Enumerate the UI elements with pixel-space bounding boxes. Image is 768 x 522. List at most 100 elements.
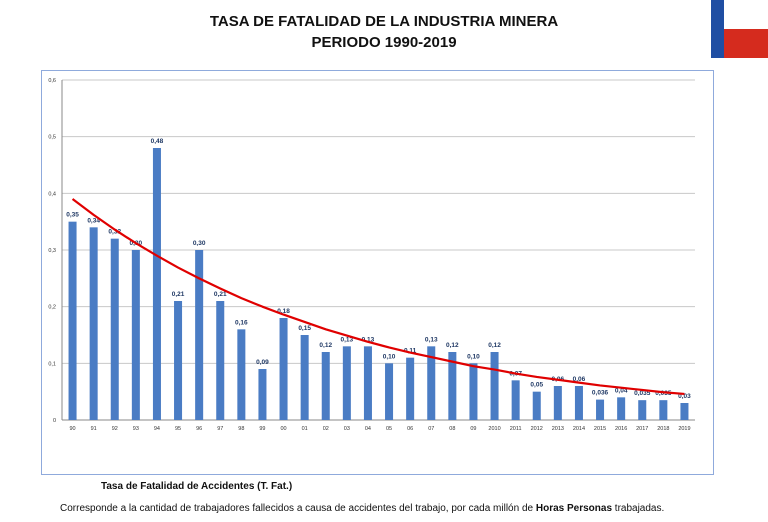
chart-subtitle: PERIODO 1990-2019 xyxy=(311,34,457,51)
bar-value-label: 0,035 xyxy=(634,390,651,397)
bar xyxy=(321,352,330,420)
x-tick-label: 02 xyxy=(323,426,329,432)
bar-value-label: 0,11 xyxy=(404,348,417,355)
bar-value-label: 0,30 xyxy=(193,240,206,247)
x-tick-label: 2016 xyxy=(615,426,627,432)
bar xyxy=(342,346,351,420)
x-tick-label: 94 xyxy=(154,426,160,432)
x-tick-label: 2018 xyxy=(657,426,669,432)
bar xyxy=(680,403,689,420)
x-tick-label: 2010 xyxy=(488,426,500,432)
x-tick-label: 99 xyxy=(259,426,265,432)
bar-value-label: 0,48 xyxy=(151,138,164,145)
bar xyxy=(68,221,77,420)
x-tick-label: 2013 xyxy=(552,426,564,432)
bar xyxy=(596,399,605,420)
bar xyxy=(89,227,98,420)
bar-value-label: 0,35 xyxy=(66,212,79,219)
bar-value-label: 0,13 xyxy=(362,336,375,343)
bar-value-label: 0,12 xyxy=(319,342,332,349)
x-tick-label: 98 xyxy=(238,426,244,432)
bar-value-label: 0,06 xyxy=(573,376,586,383)
x-tick-label: 05 xyxy=(386,426,392,432)
bar-value-label: 0,21 xyxy=(214,291,227,298)
bar xyxy=(490,352,499,420)
x-tick-label: 92 xyxy=(112,426,118,432)
footnote-text: Corresponde a la cantidad de trabajadore… xyxy=(60,503,536,514)
bar-value-label: 0,035 xyxy=(655,390,672,397)
x-tick-label: 95 xyxy=(175,426,181,432)
flag-red-band xyxy=(724,29,768,58)
bar xyxy=(300,335,309,420)
bar xyxy=(469,363,478,420)
x-tick-label: 90 xyxy=(69,426,75,432)
chart-frame xyxy=(41,70,714,475)
footnote: Corresponde a la cantidad de trabajadore… xyxy=(60,503,664,514)
bar-value-label: 0,04 xyxy=(615,387,628,394)
x-tick-label: 2014 xyxy=(573,426,585,432)
bar xyxy=(574,386,583,420)
bar xyxy=(511,380,520,420)
x-tick-label: 2019 xyxy=(678,426,690,432)
bar-value-label: 0,10 xyxy=(467,353,480,360)
bar xyxy=(258,369,267,420)
x-tick-label: 2017 xyxy=(636,426,648,432)
x-tick-label: 09 xyxy=(470,426,476,432)
x-tick-label: 07 xyxy=(428,426,434,432)
bar-value-label: 0,12 xyxy=(446,342,459,349)
bar-value-label: 0,32 xyxy=(108,229,121,236)
flag-blue-band xyxy=(711,0,724,58)
chile-flag xyxy=(711,0,768,58)
y-tick-label: 0,4 xyxy=(48,191,56,197)
bar-value-label: 0,10 xyxy=(383,353,396,360)
bar-value-label: 0,13 xyxy=(341,336,354,343)
x-tick-label: 91 xyxy=(91,426,97,432)
bar xyxy=(363,346,372,420)
bar xyxy=(553,386,562,420)
bar xyxy=(216,301,225,420)
bar xyxy=(131,250,140,420)
bar xyxy=(385,363,394,420)
bar-value-label: 0,03 xyxy=(678,393,691,400)
footnote-bold-text: Horas Personas xyxy=(535,503,613,514)
flag-white-band xyxy=(724,0,768,29)
bar-value-label: 0,09 xyxy=(256,359,269,366)
x-tick-label: 2011 xyxy=(510,426,522,432)
x-tick-label: 01 xyxy=(302,426,308,432)
x-tick-label: 96 xyxy=(196,426,202,432)
bar xyxy=(237,329,246,420)
y-tick-label: 0 xyxy=(53,418,56,424)
bar-value-label: 0,21 xyxy=(172,291,185,298)
bar xyxy=(195,250,204,420)
bar xyxy=(617,397,626,420)
bar xyxy=(427,346,436,420)
x-tick-label: 08 xyxy=(449,426,455,432)
bar-value-label: 0,12 xyxy=(488,342,501,349)
x-tick-label: 04 xyxy=(365,426,371,432)
footnote-tail: trabajadas. xyxy=(612,503,665,514)
x-tick-label: 2015 xyxy=(594,426,606,432)
y-tick-label: 0,2 xyxy=(48,305,56,311)
chart-caption: Tasa de Fatalidad de Accidentes (T. Fat.… xyxy=(101,481,293,492)
x-tick-label: 2012 xyxy=(531,426,543,432)
bar-value-label: 0,16 xyxy=(235,319,248,326)
x-tick-label: 00 xyxy=(280,426,286,432)
y-tick-label: 0,5 xyxy=(48,135,56,141)
bar-value-label: 0,05 xyxy=(530,382,543,389)
x-tick-label: 06 xyxy=(407,426,413,432)
x-tick-label: 93 xyxy=(133,426,139,432)
bar-value-label: 0,036 xyxy=(592,390,609,397)
bar xyxy=(406,357,415,420)
trendline xyxy=(71,198,685,396)
chart-title: TASA DE FATALIDAD DE LA INDUSTRIA MINERA xyxy=(209,13,559,30)
y-tick-label: 0,3 xyxy=(48,248,56,254)
fatality-rate-chart: 0 0,1 0,2 0,3 0,4 0,5 0,6 0,35 90 0,34 91 0,32 92 0,3… xyxy=(48,78,695,432)
bar xyxy=(638,400,647,420)
bar-value-label: 0,34 xyxy=(87,217,100,224)
x-tick-label: 03 xyxy=(344,426,350,432)
y-tick-label: 0,1 xyxy=(48,361,56,367)
bar-value-label: 0,15 xyxy=(298,325,311,332)
bar xyxy=(659,400,668,420)
bar xyxy=(152,148,161,420)
y-tick-label: 0,6 xyxy=(48,78,56,84)
